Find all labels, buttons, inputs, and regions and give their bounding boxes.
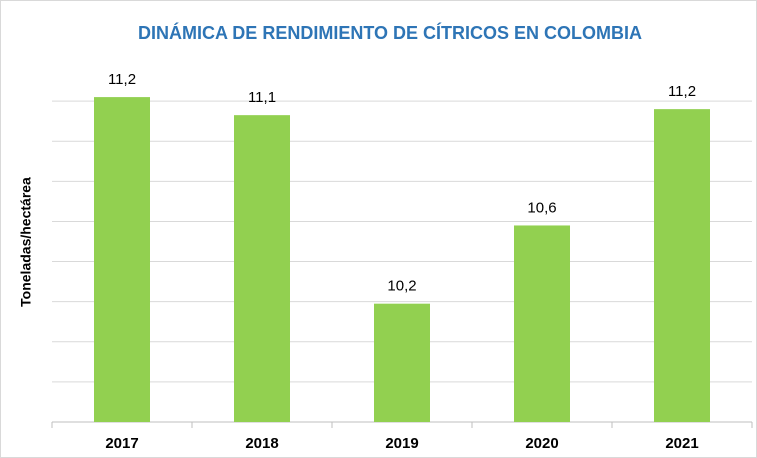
x-tick-label: 2020 <box>525 435 558 452</box>
bar <box>514 225 570 422</box>
data-label: 10,6 <box>527 199 556 216</box>
x-tick-label: 2021 <box>665 435 698 452</box>
bar <box>654 109 710 422</box>
bar <box>234 115 290 423</box>
bar <box>374 303 430 422</box>
data-label: 11,2 <box>108 71 136 88</box>
bar <box>94 97 150 422</box>
x-tick-label: 2019 <box>385 435 418 452</box>
y-axis-label: Toneladas/hectárea <box>18 177 34 307</box>
data-label: 11,2 <box>668 83 696 100</box>
x-tick-label: 2017 <box>105 435 138 452</box>
data-label: 10,2 <box>387 278 416 295</box>
chart-title: DINÁMICA DE RENDIMIENTO DE CÍTRICOS EN C… <box>138 22 642 43</box>
data-label: 11,1 <box>248 89 276 106</box>
x-tick-label: 2018 <box>245 435 278 452</box>
